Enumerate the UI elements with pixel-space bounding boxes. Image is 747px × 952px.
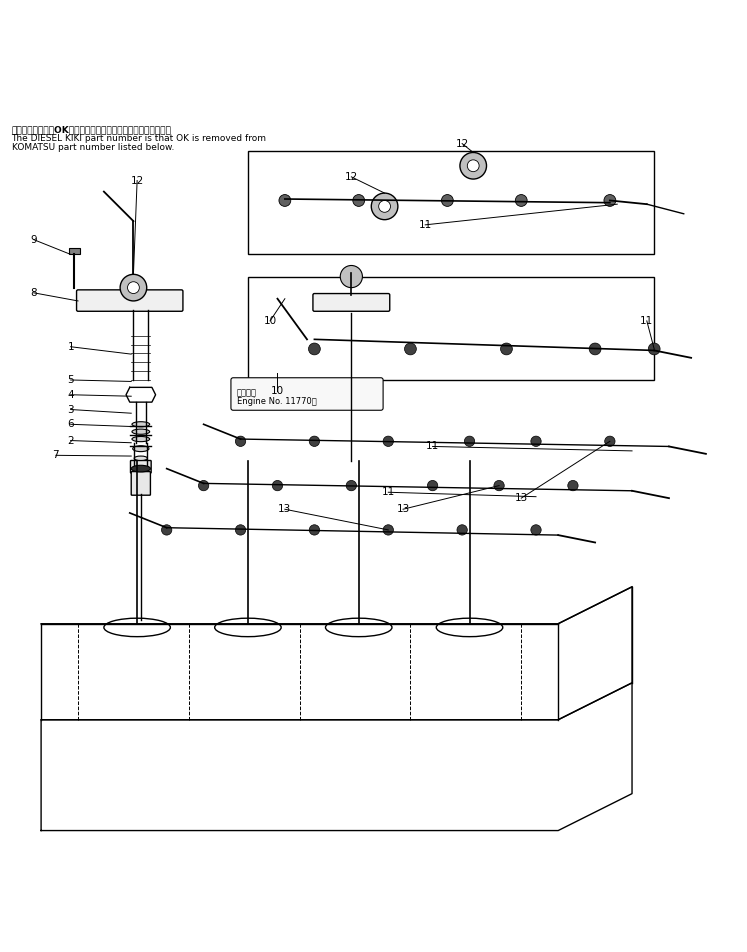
Text: 1: 1: [67, 342, 74, 351]
Circle shape: [235, 525, 246, 535]
Ellipse shape: [133, 446, 149, 451]
Bar: [248, 277, 654, 380]
Text: 11: 11: [426, 442, 439, 451]
Text: The DIESEL KIKI part number is that OK is removed from: The DIESEL KIKI part number is that OK i…: [11, 134, 267, 143]
Circle shape: [605, 436, 615, 446]
Circle shape: [279, 194, 291, 207]
Text: 適用号機: 適用号機: [237, 388, 257, 398]
Ellipse shape: [131, 466, 150, 472]
Text: 10: 10: [271, 387, 284, 396]
Text: 12: 12: [131, 175, 143, 186]
Text: 12: 12: [344, 172, 358, 182]
Ellipse shape: [132, 436, 149, 442]
Circle shape: [589, 343, 601, 355]
Circle shape: [235, 436, 246, 446]
Text: 9: 9: [31, 234, 37, 245]
Circle shape: [568, 481, 578, 491]
Circle shape: [379, 201, 391, 212]
Text: 8: 8: [31, 288, 37, 298]
Circle shape: [120, 274, 146, 301]
Circle shape: [494, 481, 504, 491]
Circle shape: [460, 152, 486, 179]
Circle shape: [371, 193, 398, 220]
Bar: [248, 151, 654, 254]
Text: 4: 4: [67, 389, 74, 400]
Circle shape: [346, 481, 356, 491]
Text: Engine No. 11770～: Engine No. 11770～: [237, 397, 317, 406]
Circle shape: [531, 525, 541, 535]
FancyBboxPatch shape: [131, 461, 151, 473]
Text: 12: 12: [456, 139, 469, 149]
Text: 2: 2: [67, 436, 74, 446]
Circle shape: [648, 343, 660, 355]
Circle shape: [465, 436, 474, 446]
Circle shape: [500, 343, 512, 355]
Circle shape: [468, 160, 479, 171]
FancyBboxPatch shape: [231, 378, 383, 410]
Text: 7: 7: [52, 450, 59, 461]
Bar: [69, 248, 79, 254]
Circle shape: [309, 436, 320, 446]
Circle shape: [441, 194, 453, 207]
Circle shape: [128, 282, 140, 293]
Text: 10: 10: [264, 316, 276, 326]
Text: 11: 11: [640, 316, 654, 326]
FancyBboxPatch shape: [313, 293, 390, 311]
Circle shape: [161, 525, 172, 535]
Circle shape: [309, 525, 320, 535]
Ellipse shape: [132, 429, 149, 434]
Text: 品番のメーカ記号OKを除いたものがデーゼル機器の品番です。: 品番のメーカ記号OKを除いたものがデーゼル機器の品番です。: [11, 125, 171, 134]
Circle shape: [531, 436, 541, 446]
Text: 13: 13: [397, 505, 409, 514]
Ellipse shape: [134, 456, 147, 461]
Text: 5: 5: [67, 375, 74, 385]
Text: 11: 11: [382, 487, 395, 497]
Text: KOMATSU part number listed below.: KOMATSU part number listed below.: [11, 143, 174, 152]
Circle shape: [383, 525, 394, 535]
Circle shape: [353, 194, 365, 207]
Circle shape: [457, 525, 468, 535]
Circle shape: [604, 194, 616, 207]
Text: 11: 11: [418, 220, 432, 229]
Circle shape: [199, 481, 208, 491]
Text: 13: 13: [278, 505, 291, 514]
Circle shape: [515, 194, 527, 207]
Circle shape: [427, 481, 438, 491]
Circle shape: [383, 436, 394, 446]
FancyBboxPatch shape: [131, 471, 150, 495]
Text: 13: 13: [515, 493, 528, 504]
Text: 3: 3: [67, 405, 74, 414]
Text: 6: 6: [67, 419, 74, 429]
Circle shape: [405, 343, 416, 355]
Circle shape: [341, 266, 362, 288]
Circle shape: [273, 481, 282, 491]
Circle shape: [309, 343, 320, 355]
Ellipse shape: [132, 422, 149, 426]
FancyBboxPatch shape: [76, 289, 183, 311]
